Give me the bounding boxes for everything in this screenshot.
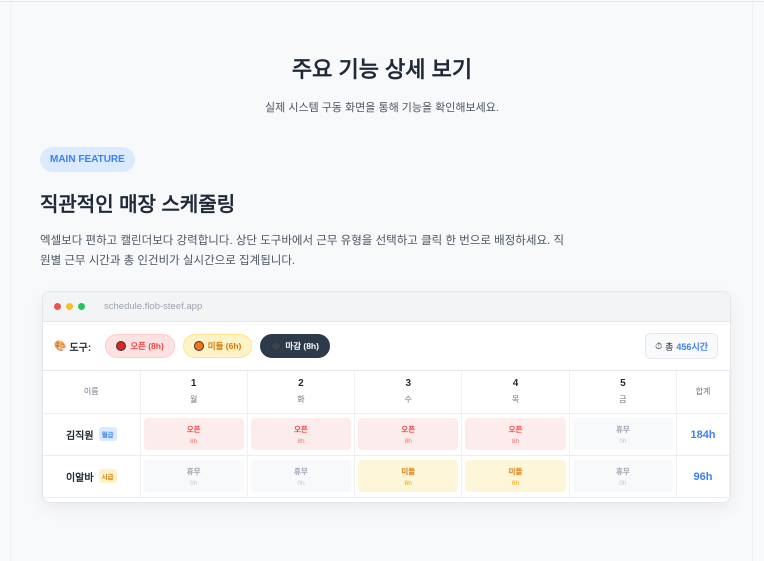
row-total: 96h (693, 471, 713, 483)
employee-name: 김직원 (65, 430, 94, 442)
left-edge (10, 2, 11, 561)
shift-cell[interactable]: 오픈 8h (143, 418, 244, 450)
shift-cell[interactable]: 휴무 0h (572, 460, 673, 492)
shift-cell[interactable]: 휴무 0h (250, 460, 352, 492)
shift-cell[interactable]: 휴무 0h (143, 460, 244, 492)
shift-cell[interactable]: 미들 6h (465, 460, 566, 492)
row-total: 184h (690, 429, 716, 441)
schedule-table: 이름 1 월 2 화 3 수 4 목 5 금 합계 김직원 월급 오픈 8h 오픈 8h 오픈 8h 오픈 8h 휴무 0h… (43, 371, 730, 498)
tool-chip[interactable]: 마감 (8h) (260, 334, 330, 358)
feature-badge: MAIN FEATURE (40, 147, 135, 172)
feature-description: 엑셀보다 편하고 캘린더보다 강력합니다. 상단 도구바에서 근무 유형을 선택… (40, 235, 565, 267)
color-dot-icon (193, 341, 204, 351)
window-url: schedule.flob-steef.app (104, 301, 203, 312)
total-hours-button[interactable]: ⏱ 총 456시간 (645, 333, 718, 359)
shift-cell[interactable]: 오픈 8h (465, 418, 566, 450)
toolbar-label: 🎨 도구: (54, 340, 92, 354)
shift-cell[interactable]: 오픈 8h (250, 418, 352, 450)
shift-cell[interactable]: 휴무 0h (572, 418, 673, 450)
toolbar: 🎨 도구: 오픈 (8h) 미들 (6h) 마감 (8h) ⏱ 총 456시간 (43, 322, 730, 371)
shift-cell[interactable]: 오픈 8h (358, 418, 459, 450)
right-edge (752, 2, 753, 561)
color-dot-icon (271, 341, 282, 351)
tool-chip[interactable]: 오픈 (8h) (105, 334, 175, 358)
name-header: 이름 (43, 371, 141, 414)
close-dot-icon (54, 303, 61, 310)
top-divider (0, 1, 764, 2)
table-row: 김직원 월급 오픈 8h 오픈 8h 오픈 8h 오픈 8h 휴무 0h 184h (43, 413, 730, 456)
feature-heading: 직관적인 매장 스케줄링 (40, 194, 236, 216)
employee-name: 이알바 (65, 472, 94, 484)
table-row: 이알바 시급 휴무 0h 휴무 0h 미들 6h 미들 6h 휴무 0h 96h (43, 455, 730, 498)
page-subtitle: 실제 시스템 구동 화면을 통해 기능을 확인해보세요. (265, 102, 499, 114)
stopwatch-icon: ⏱ (655, 340, 663, 351)
total-hours-value: 456시간 (676, 341, 708, 352)
palette-icon: 🎨 (54, 340, 67, 352)
maximize-dot-icon (78, 303, 85, 310)
app-preview-window: schedule.flob-steef.app 🎨 도구: 오픈 (8h) 미들 (… (42, 291, 731, 503)
tool-chip[interactable]: 미들 (6h) (182, 334, 253, 358)
total-header: 합계 (676, 371, 730, 414)
minimize-dot-icon (66, 303, 73, 310)
pay-type-tag: 월급 (98, 427, 117, 441)
page-title: 주요 기능 상세 보기 (291, 57, 473, 82)
color-dot-icon (116, 341, 127, 351)
window-titlebar: schedule.flob-steef.app (43, 292, 730, 322)
shift-cell[interactable]: 미들 6h (358, 460, 459, 492)
pay-type-tag: 시급 (98, 469, 117, 483)
